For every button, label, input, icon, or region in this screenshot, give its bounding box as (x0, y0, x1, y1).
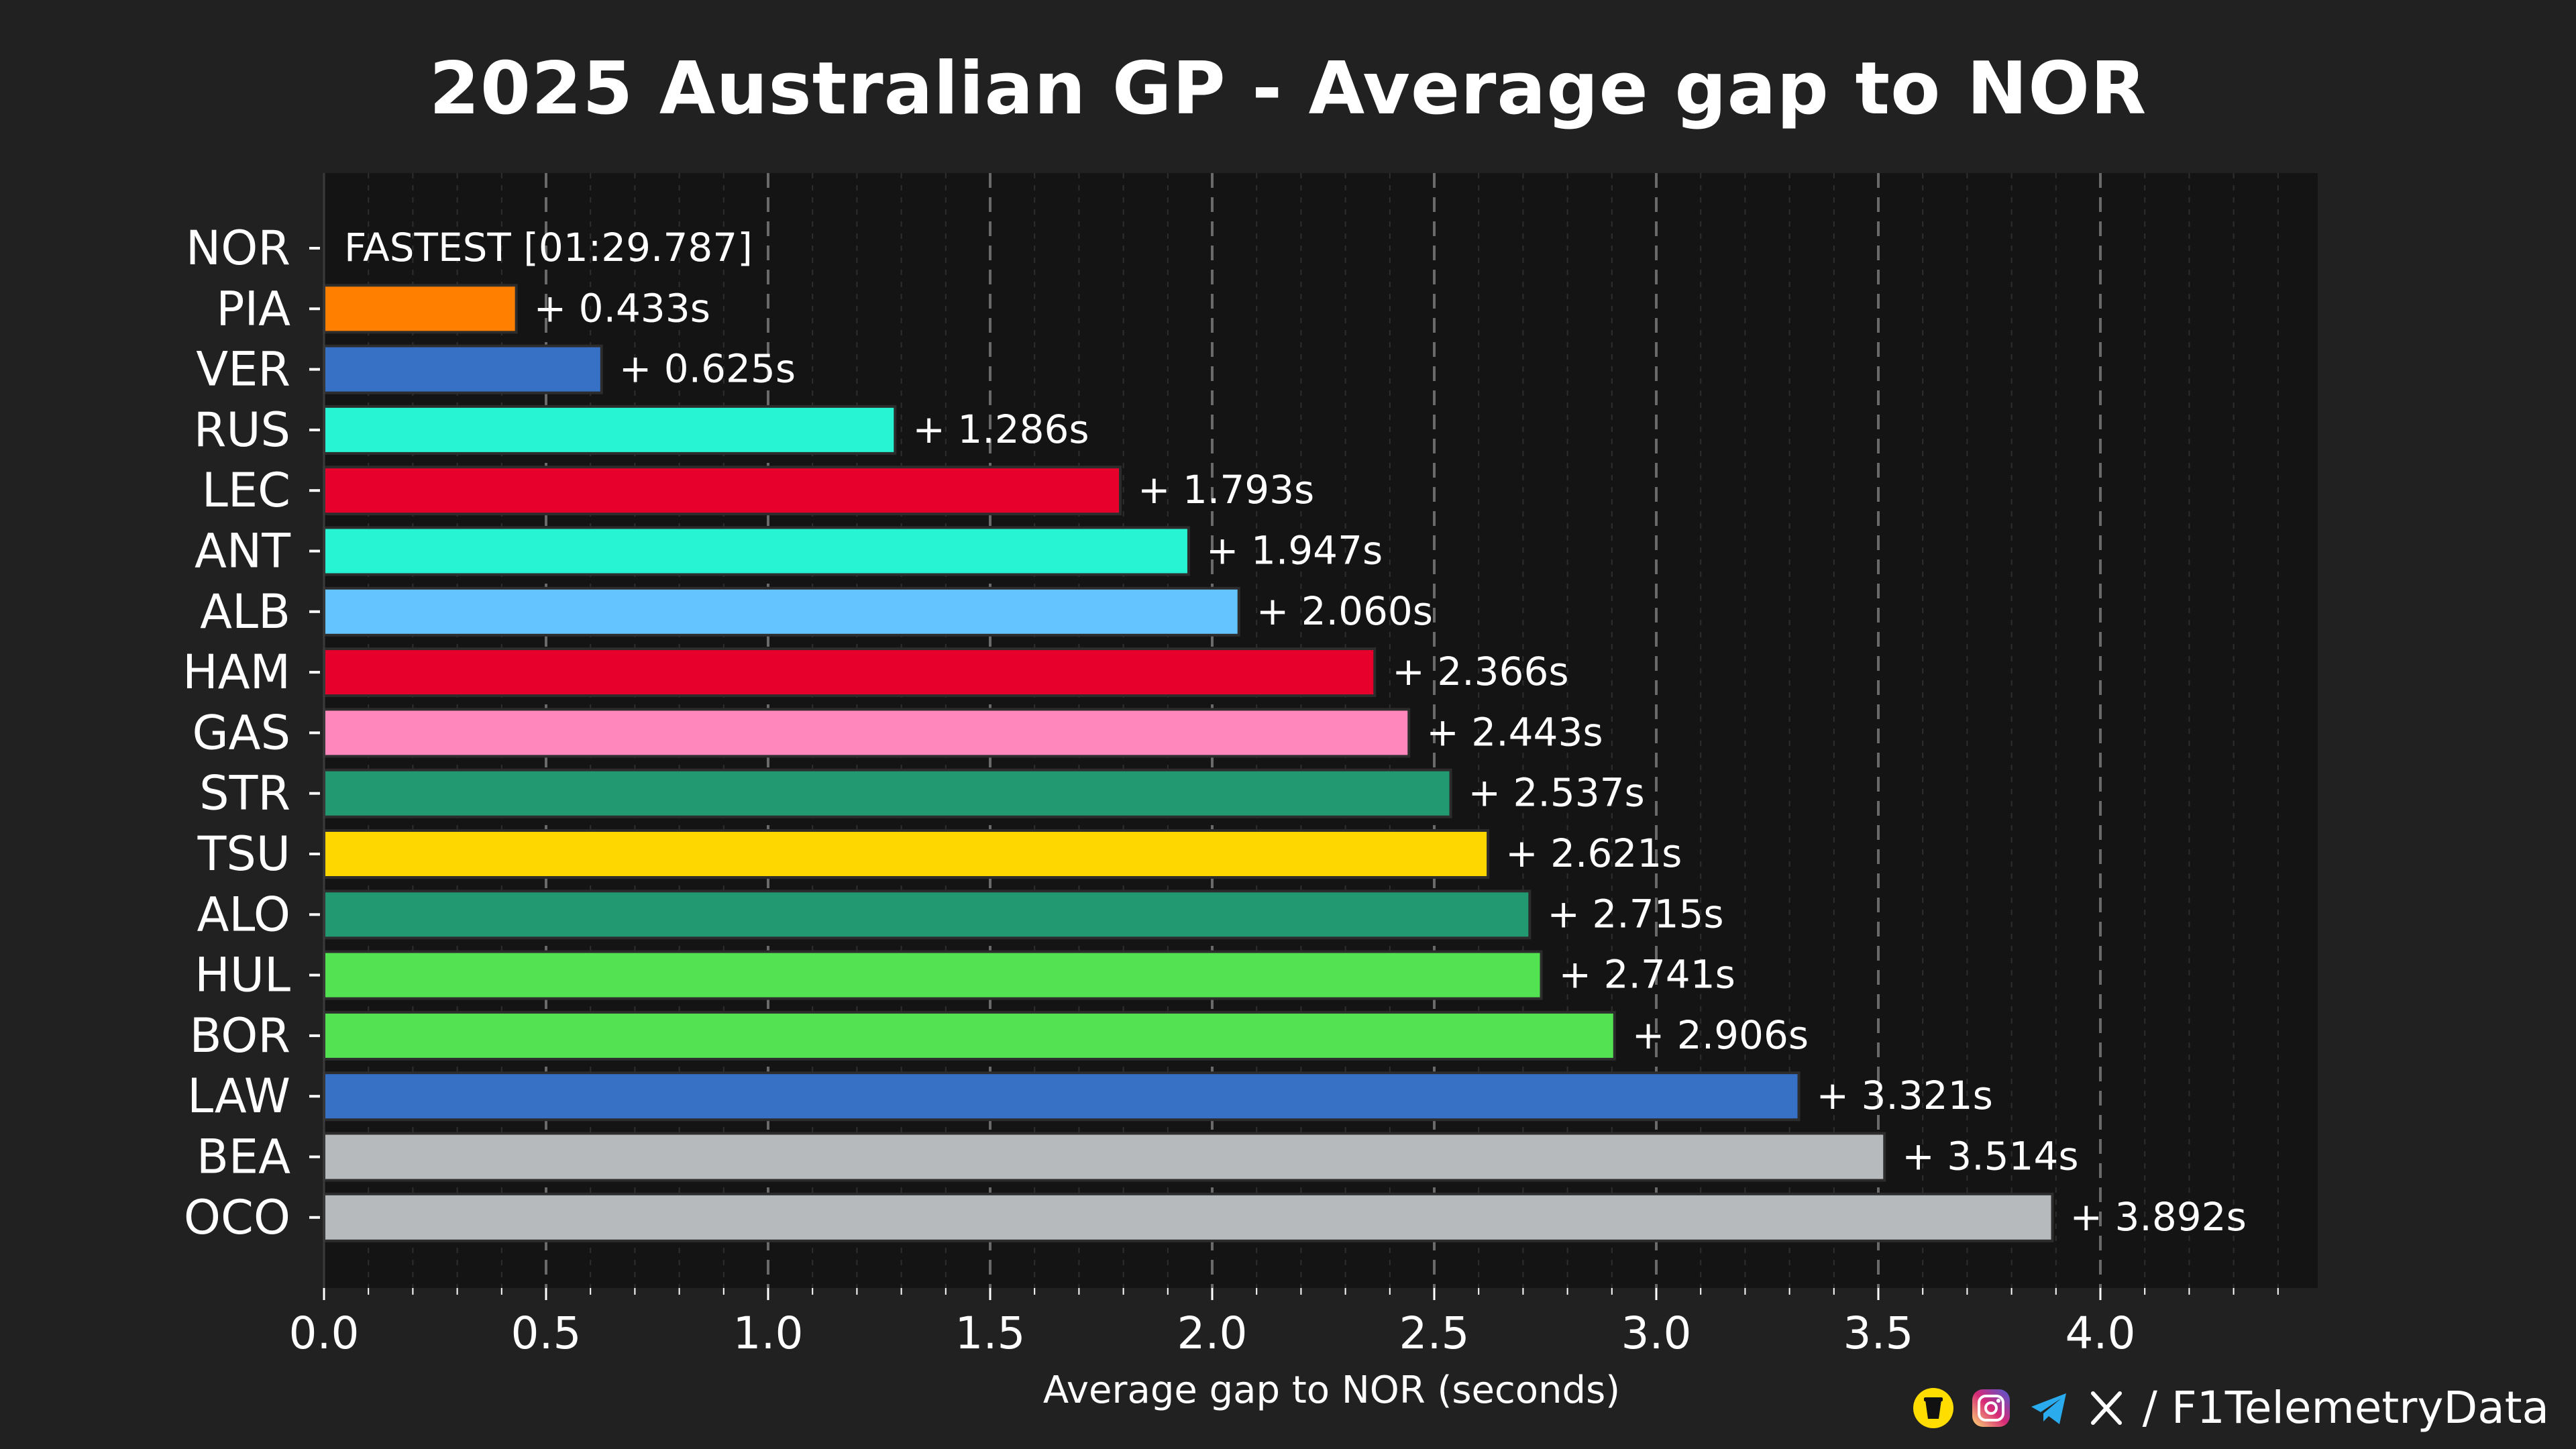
value-label: + 2.621s (1505, 830, 1682, 876)
value-label: + 0.433s (534, 285, 710, 331)
x-tick-label: 3.0 (1621, 1307, 1692, 1359)
value-label: + 1.286s (912, 407, 1089, 452)
bar-gas (323, 708, 1411, 758)
value-label: + 0.625s (619, 346, 796, 392)
x-axis-label: Average gap to NOR (seconds) (1042, 1368, 1621, 1412)
x-tick-label: 3.5 (1843, 1307, 1914, 1359)
chart-title: 2025 Australian GP - Average gap to NOR (429, 47, 2147, 131)
category-label: ALB (200, 584, 290, 639)
value-label: + 2.443s (1426, 709, 1603, 755)
bar-alo (323, 890, 1532, 940)
axes: 0.0 0.5 1.0 1.5 2.0 2.5 3.0 3.5 4.0NORPIAVERRUSL… (182, 173, 2279, 1359)
category-label: BEA (197, 1130, 290, 1185)
value-label: + 3.321s (1817, 1073, 1993, 1118)
bar-oco (323, 1192, 2054, 1242)
bar-bor (323, 1010, 1616, 1061)
footer: / F1TelemetryData (1912, 1382, 2549, 1434)
x-tick-label: 0.5 (511, 1307, 582, 1359)
bar-ant (323, 526, 1190, 576)
footer-handle[interactable]: / F1TelemetryData (2142, 1382, 2549, 1434)
category-label: LEC (202, 463, 290, 518)
x-tick-label: 0.0 (289, 1307, 360, 1359)
category-label: GAS (192, 705, 290, 760)
category-label: HAM (182, 645, 290, 700)
category-label: ANT (195, 524, 290, 579)
bar-lec (323, 466, 1122, 516)
value-label: + 2.366s (1392, 649, 1568, 694)
category-label: BOR (189, 1008, 290, 1063)
category-label: LAW (187, 1069, 290, 1124)
buymeacoffee-icon[interactable] (1912, 1387, 1955, 1430)
x-tick-label: 2.0 (1177, 1307, 1248, 1359)
x-tick-label: 1.0 (733, 1307, 804, 1359)
category-label: STR (199, 766, 290, 821)
category-label: NOR (186, 221, 290, 276)
instagram-icon[interactable] (1970, 1387, 2012, 1430)
value-label: + 2.715s (1547, 891, 1723, 936)
bar-str (323, 768, 1452, 818)
bar-hul (323, 950, 1543, 1000)
bars: FASTEST [01:29.787] + 0.433s + 0.625s + 1.2… (323, 225, 2247, 1242)
value-label: FASTEST [01:29.787] (344, 225, 753, 270)
x-icon[interactable] (2085, 1387, 2128, 1430)
value-label: + 1.947s (1206, 528, 1383, 574)
bar-law (323, 1071, 1801, 1122)
value-label: + 3.514s (1902, 1134, 2078, 1179)
value-label: + 1.793s (1138, 467, 1314, 513)
bar-tsu (323, 829, 1490, 879)
category-label: TSU (197, 826, 290, 881)
category-label: ALO (197, 887, 291, 942)
bar-bea (323, 1132, 1886, 1182)
value-label: + 3.892s (2070, 1194, 2247, 1240)
category-label: VER (196, 342, 290, 397)
x-tick-label: 2.5 (1399, 1307, 1470, 1359)
bar-alb (323, 586, 1240, 637)
category-label: PIA (216, 281, 290, 336)
category-label: OCO (184, 1190, 290, 1245)
category-label: HUL (195, 948, 290, 1003)
value-label: + 2.060s (1256, 588, 1433, 634)
x-tick-label: 1.5 (955, 1307, 1026, 1359)
value-label: + 2.537s (1468, 770, 1644, 816)
bar-rus (323, 405, 897, 455)
category-label: RUS (194, 402, 290, 458)
bar-pia (323, 284, 518, 334)
bar-ver (323, 344, 603, 394)
bar-ham (323, 647, 1377, 698)
value-label: + 2.906s (1632, 1012, 1809, 1058)
value-label: + 2.741s (1559, 952, 1735, 998)
x-tick-label: 4.0 (2065, 1307, 2136, 1359)
telegram-icon[interactable] (2027, 1387, 2070, 1430)
